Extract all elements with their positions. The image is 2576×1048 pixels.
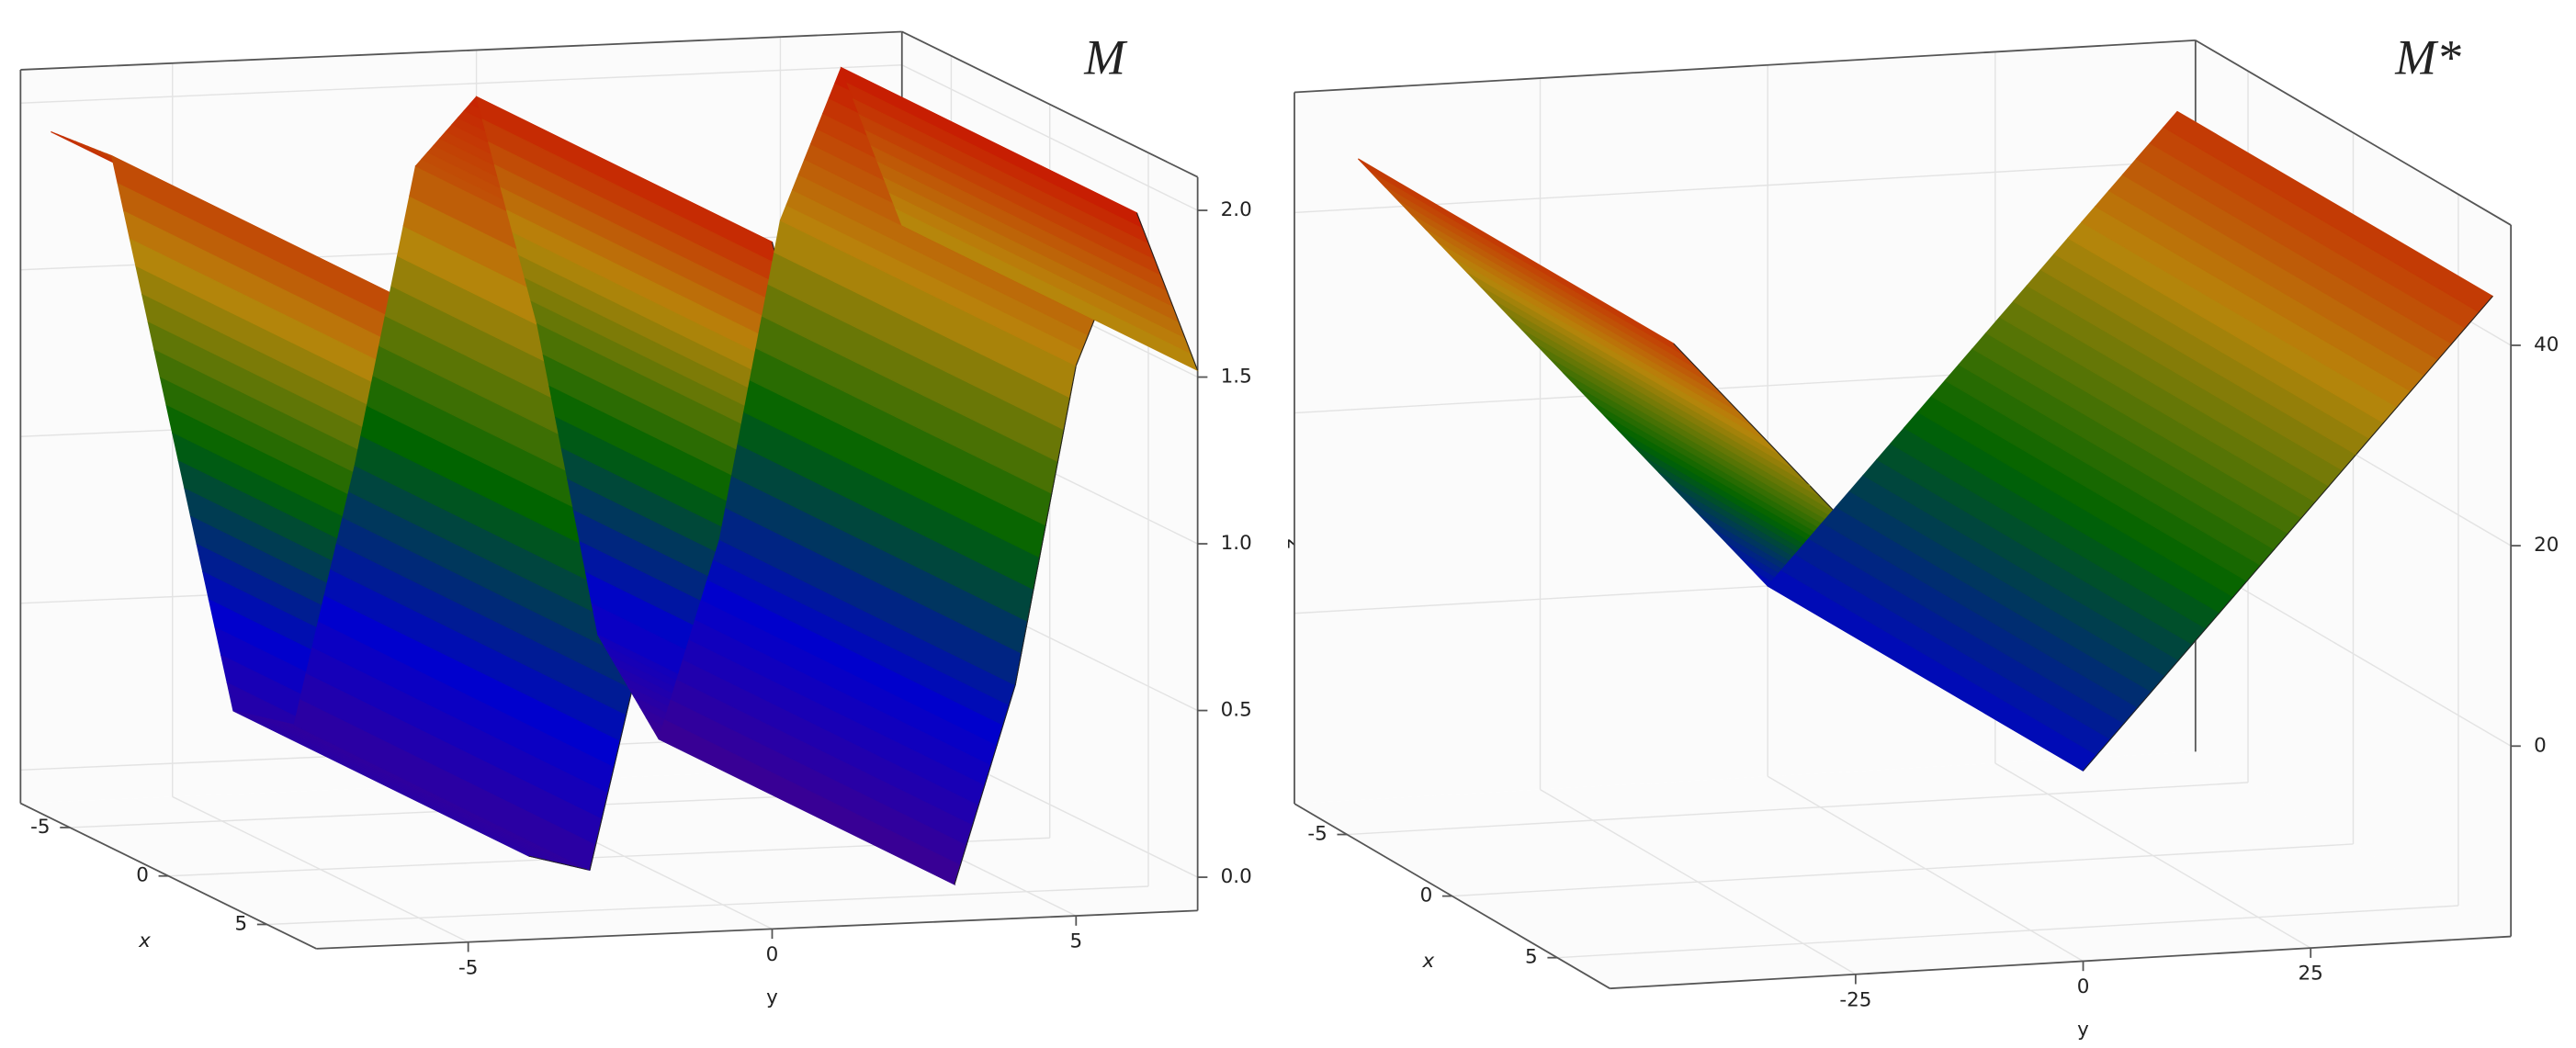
y-tick-label: 0	[766, 943, 779, 966]
x-axis-label: x	[1421, 950, 1434, 973]
axis-line	[19, 802, 317, 950]
grid-line	[1294, 160, 2196, 214]
surface-edge	[954, 684, 1016, 885]
z-tick-label: 0.0	[1221, 865, 1252, 888]
chart-title: M	[1083, 29, 1128, 85]
y-axis-label: y	[2077, 1019, 2089, 1042]
axis-line	[1294, 803, 1610, 989]
z-tick-label: 0.5	[1221, 699, 1252, 722]
axis-line	[2195, 39, 2512, 226]
x-tick-label: 0	[1420, 885, 1433, 907]
surface-edge	[2219, 454, 2357, 614]
z-tick-label: 2.0	[1221, 198, 1252, 221]
x-tick-label: 5	[234, 912, 247, 935]
axis-line	[1610, 935, 2512, 990]
x-tick-label: -5	[1307, 823, 1327, 846]
x-tick-label: -5	[30, 816, 50, 839]
surface-edge	[528, 855, 591, 871]
y-tick-label: 5	[1069, 930, 1082, 953]
axis-line	[901, 30, 1199, 178]
z-axis-label: z	[1281, 538, 1304, 548]
y-tick-label: -25	[1839, 988, 1871, 1011]
surface-edge	[1014, 366, 1077, 685]
x-tick-label: 5	[1525, 946, 1538, 969]
x-tick-label: 0	[136, 864, 149, 887]
z-tick-label: 40	[2534, 333, 2559, 356]
grid-line	[266, 885, 1149, 926]
grid-line	[20, 64, 902, 104]
panel: 0.0 0.5 1.0 1.5 2.0 -5 0 5 -5 0 5 Mx y z	[19, 29, 1304, 1009]
y-axis-label: y	[766, 986, 778, 1009]
grid-line	[1347, 782, 2249, 836]
axis-line	[1294, 39, 2196, 94]
z-tick-label: 1.5	[1221, 366, 1252, 389]
chart-title: M*	[2394, 29, 2461, 85]
z-tick-label: 1.0	[1221, 532, 1252, 555]
surface-edge	[1135, 212, 1199, 371]
surface-edge	[1673, 343, 1811, 487]
y-tick-label: 0	[2077, 975, 2090, 998]
surface-edge	[2083, 612, 2220, 772]
grid-line	[1557, 905, 2458, 959]
y-tick-label: -5	[458, 956, 478, 979]
axis-line	[20, 30, 902, 71]
z-tick-label: 20	[2534, 534, 2559, 557]
surface-edge	[2356, 296, 2493, 456]
z-tick-label: 0	[2534, 734, 2547, 757]
grid-line	[1452, 843, 2354, 897]
y-tick-label: 25	[2299, 963, 2323, 986]
axis-line	[316, 909, 1198, 950]
x-axis-label: x	[138, 930, 151, 952]
panel: 0 20 40 -25 0 25 -5 0 5 M* x y	[1294, 29, 2559, 1042]
